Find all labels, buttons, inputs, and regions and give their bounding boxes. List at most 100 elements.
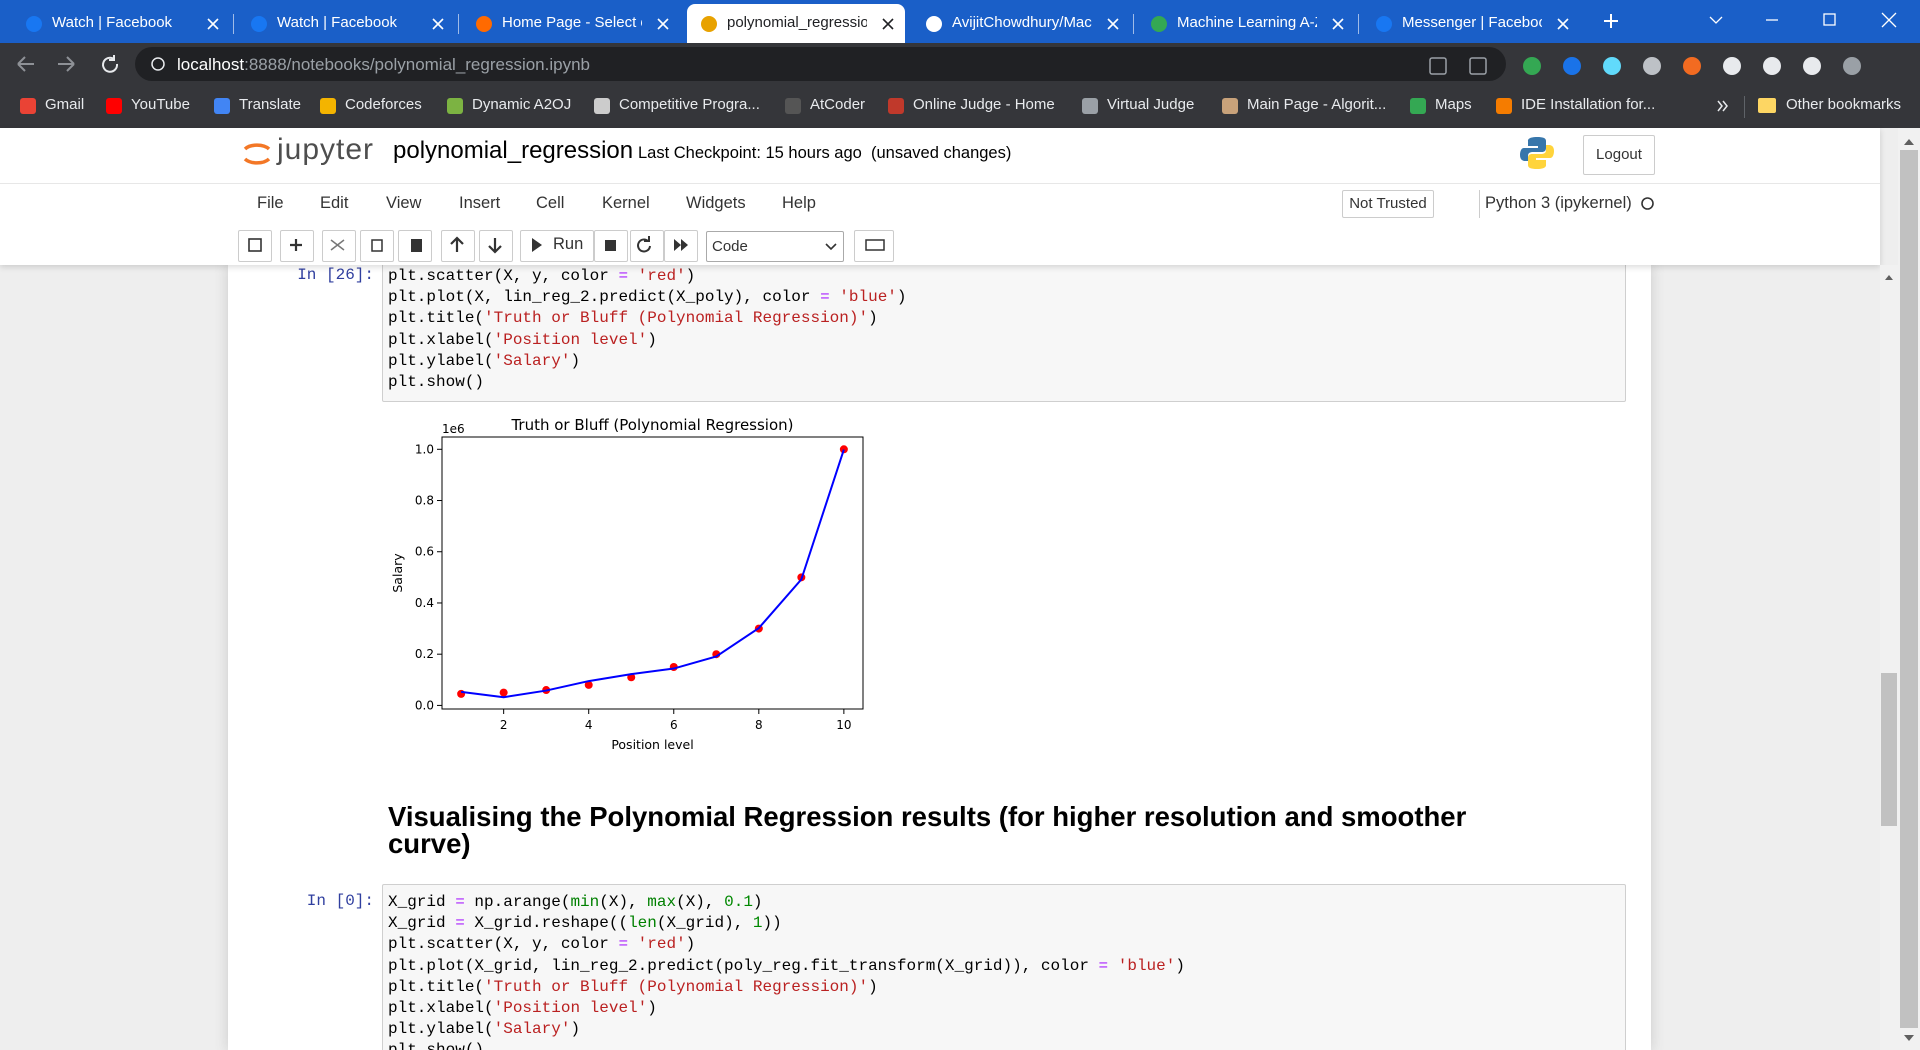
- tab[interactable]: AvijitChowdhury/Mac: [912, 4, 1134, 43]
- chevron: [825, 243, 837, 251]
- code-token: ): [647, 330, 657, 349]
- code-token: 'Position level': [493, 330, 648, 349]
- code-token: ): [868, 977, 878, 996]
- code-token: ): [685, 935, 696, 954]
- tab-close[interactable]: [1107, 18, 1119, 30]
- code-token: 'blue': [1117, 956, 1176, 975]
- code-token: X_grid: [388, 914, 456, 933]
- menu-item[interactable]: Help: [782, 194, 816, 212]
- menu-item[interactable]: Kernel: [602, 194, 650, 212]
- paste-icon: [411, 239, 422, 252]
- tab[interactable]: Messenger | Faceboo: [1362, 4, 1580, 43]
- extension-icon: [1763, 57, 1781, 75]
- code-token: ): [752, 893, 763, 911]
- extension-icon: [1643, 57, 1661, 75]
- code-token: plt.plot(X, lin_reg_2.predict(X_poly), c…: [388, 288, 821, 307]
- toolbar-button[interactable]: [238, 230, 272, 262]
- tab-sep: [233, 14, 234, 34]
- x-tick-label: 2: [500, 718, 508, 732]
- bookmark-label: Main Page - Algorit...: [1247, 96, 1387, 113]
- tab-close[interactable]: [432, 18, 444, 30]
- bookmark-icon: [106, 98, 122, 114]
- page-scroll-thumb[interactable]: [1900, 150, 1918, 1028]
- tab[interactable]: Machine Learning A-Z: [1137, 4, 1359, 43]
- code-token: [628, 935, 638, 953]
- toolbar-icons: [248, 236, 885, 254]
- new-tab[interactable]: [1604, 14, 1618, 28]
- kernel-name: Python 3 (ipykernel): [1485, 194, 1632, 212]
- bookmark-icon: [20, 98, 36, 114]
- notebook-name[interactable]: polynomial_regression: [393, 137, 634, 164]
- bookmark-label: Online Judge - Home: [913, 96, 1055, 113]
- tab-close[interactable]: [657, 18, 669, 30]
- toolbar-button[interactable]: [630, 230, 664, 262]
- tab[interactable]: Watch | Facebook: [12, 4, 234, 43]
- toolbar-button[interactable]: [520, 230, 594, 262]
- code-token: 'Truth or Bluff (Polynomial Regression)': [484, 977, 869, 996]
- input-prompt: In [26]:: [297, 266, 374, 284]
- menu-item[interactable]: Insert: [459, 194, 501, 212]
- favicon-shape: [926, 16, 942, 32]
- tab-title: Watch | Facebook: [277, 14, 398, 31]
- jupyter-logo: jupyter: [277, 133, 375, 166]
- omnibox[interactable]: localhost:8888/notebooks/polynomial_regr…: [135, 47, 1506, 81]
- tab-favicon: [701, 16, 717, 32]
- code-token: (X),: [599, 893, 648, 911]
- forward: [58, 56, 75, 72]
- bookmark-label: Competitive Progra...: [619, 96, 760, 113]
- cell-type-select[interactable]: Code: [706, 231, 844, 262]
- favicon-shape: [476, 16, 492, 32]
- notebook-scroll-thumb[interactable]: [1881, 673, 1897, 826]
- tab[interactable]: Watch | Facebook: [237, 4, 459, 43]
- run-label[interactable]: Run: [553, 235, 584, 253]
- tab-title: Messenger | Faceboo: [1402, 14, 1542, 31]
- down-icon: [488, 238, 502, 254]
- code-token: 1: [752, 914, 763, 933]
- code-token: ): [685, 267, 696, 285]
- x-tick-label: 4: [585, 718, 593, 732]
- menu-item[interactable]: Widgets: [686, 194, 746, 212]
- code-cell-input[interactable]: [382, 884, 1626, 1050]
- tab-close[interactable]: [1557, 18, 1569, 30]
- kernel-idle: [1641, 197, 1654, 210]
- code-cell-input[interactable]: [382, 240, 1626, 402]
- close: [1881, 12, 1897, 28]
- tab-close[interactable]: [882, 18, 894, 30]
- code-token: X_grid: [388, 893, 456, 911]
- code-token: =: [1098, 956, 1109, 975]
- menu-item[interactable]: Edit: [320, 194, 349, 212]
- code-token: [830, 288, 840, 306]
- code-token: 'red': [637, 267, 686, 285]
- info-icon: [151, 57, 165, 71]
- tab-title: Machine Learning A-Z: [1177, 14, 1317, 31]
- toolbar-button[interactable]: [854, 230, 894, 262]
- code-line: plt.title('Truth or Bluff (Polynomial Re…: [388, 308, 878, 328]
- code-token: plt.plot(X_grid, lin_reg_2.predict(poly_…: [388, 956, 1099, 975]
- code-token: plt.scatter(X, y, color: [388, 267, 619, 285]
- bookmark-favicon: [20, 98, 36, 114]
- notebook-scrollbar: [1880, 265, 1898, 1050]
- close-icon: [207, 18, 219, 30]
- menu-item[interactable]: View: [386, 194, 422, 212]
- kernel-indicator: [1641, 197, 1654, 210]
- scroll-arrows: [1885, 139, 1914, 1041]
- folder: [1758, 98, 1776, 113]
- bookmark-favicon: [785, 98, 801, 114]
- favicon-shape: [1376, 16, 1392, 32]
- other-bookmarks-label: Other bookmarks: [1786, 96, 1902, 113]
- tab-title: AvijitChowdhury/Mac: [952, 14, 1092, 31]
- menu-item[interactable]: Cell: [536, 194, 565, 212]
- toolbar-button[interactable]: [360, 230, 394, 262]
- tab[interactable]: Home Page - Select o: [462, 4, 680, 43]
- logout-button[interactable]: Logout: [1583, 135, 1655, 175]
- extensions: [1429, 57, 1861, 75]
- tab-close[interactable]: [207, 18, 219, 30]
- trusted-button[interactable]: Not Trusted: [1342, 190, 1434, 218]
- tab[interactable]: polynomial_regressio: [687, 4, 905, 43]
- plus-icon: [1604, 14, 1618, 28]
- more-bookmarks[interactable]: [1717, 100, 1728, 112]
- menu-item[interactable]: File: [257, 194, 284, 212]
- tab-close[interactable]: [1332, 18, 1344, 30]
- bookmark-icon: [447, 98, 463, 114]
- close-icon: [882, 18, 894, 30]
